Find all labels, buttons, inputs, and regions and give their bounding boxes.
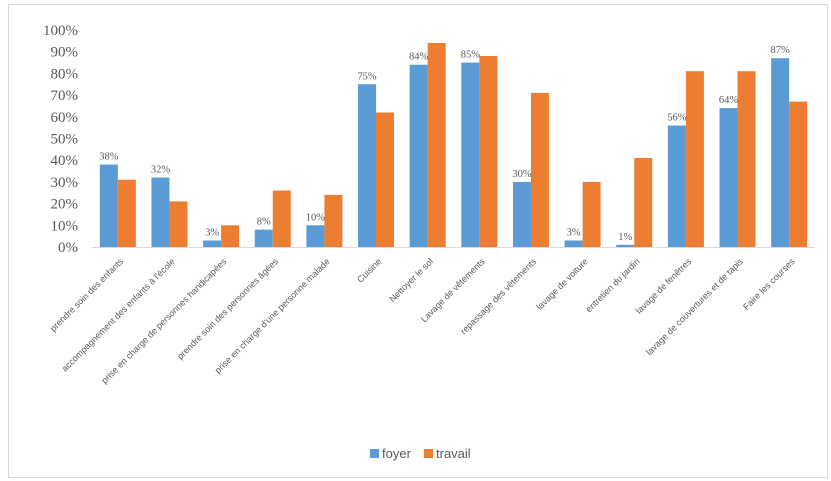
y-tick-label: 100% <box>43 23 78 39</box>
bars <box>99 43 808 248</box>
x-tick-label-12: lavage de couvertures et de tapis <box>644 256 745 357</box>
legend-label-travail: travail <box>436 446 471 461</box>
bar-travail-5 <box>376 112 395 248</box>
y-tick-label: 10% <box>51 218 79 234</box>
y-tick-label: 90% <box>51 45 79 61</box>
data-label-foyer-4: 10% <box>306 212 326 223</box>
bar-foyer-8 <box>512 181 531 247</box>
data-label-foyer-2: 3% <box>205 227 219 238</box>
data-label-foyer-12: 64% <box>719 95 739 106</box>
bar-foyer-10 <box>616 244 635 247</box>
legend-label-foyer: foyer <box>382 446 412 461</box>
bar-travail-6 <box>427 43 446 247</box>
x-tick-label-1: accompagnement des enfants à l'école <box>60 256 177 373</box>
x-tick-label-9: lavage de voiture <box>534 256 590 312</box>
bar-foyer-3 <box>254 229 273 247</box>
y-tick-label: 20% <box>51 197 79 213</box>
data-label-foyer-6: 84% <box>409 52 429 63</box>
x-tick-label-11: lavage de fenêtres <box>634 256 694 316</box>
data-label-foyer-9: 3% <box>567 227 581 238</box>
x-tick-label-3: prendre soin des personnes âgées <box>175 256 280 361</box>
y-tick-label: 70% <box>51 88 79 104</box>
bar-foyer-2 <box>203 240 222 247</box>
bar-foyer-0 <box>99 164 118 247</box>
data-label-foyer-13: 87% <box>771 45 791 56</box>
bar-foyer-1 <box>151 177 170 247</box>
bar-foyer-9 <box>564 240 583 247</box>
legend: foyer travail <box>370 446 471 461</box>
data-label-foyer-7: 85% <box>461 50 481 61</box>
data-labels: 38% 32% 3% 8% 10% 75% 84% 85% 30% 3% 1% 56% 64% 87% <box>99 45 790 243</box>
bar-foyer-12 <box>719 108 738 248</box>
data-label-foyer-11: 56% <box>667 112 687 123</box>
x-tick-label-13: Faire les courses <box>741 256 797 312</box>
y-tick-label: 80% <box>51 66 79 82</box>
y-tick-label: 60% <box>51 110 79 126</box>
bar-foyer-4 <box>306 225 325 247</box>
data-label-foyer-10: 1% <box>618 232 632 243</box>
bar-travail-1 <box>169 201 188 247</box>
x-tick-label-6: Nettoyer le sol <box>387 256 435 304</box>
legend-swatch-travail <box>424 449 433 458</box>
bar-travail-11 <box>685 71 704 247</box>
bar-travail-13 <box>789 101 808 247</box>
legend-swatch-foyer <box>370 449 379 458</box>
x-tick-label-10: entretien du jardin <box>584 256 642 314</box>
data-label-foyer-0: 38% <box>99 152 119 163</box>
y-tick-label: 30% <box>51 175 79 191</box>
bar-foyer-5 <box>358 84 377 247</box>
bar-foyer-13 <box>771 58 790 248</box>
bar-travail-8 <box>530 92 549 248</box>
bar-travail-7 <box>479 56 498 247</box>
bar-travail-0 <box>117 179 136 247</box>
bar-travail-3 <box>272 190 291 247</box>
bar-foyer-6 <box>409 64 428 247</box>
bar-travail-10 <box>634 158 653 247</box>
y-tick-label: 40% <box>51 153 79 169</box>
x-tick-label-5: Cuisine <box>355 256 383 284</box>
data-label-foyer-1: 32% <box>151 165 171 176</box>
bar-travail-12 <box>737 71 756 247</box>
data-label-foyer-5: 75% <box>357 71 377 82</box>
x-tick-label-4: prise en charge d'une personne malade <box>213 256 332 375</box>
data-label-foyer-8: 30% <box>512 169 532 180</box>
y-tick-label: 50% <box>51 132 79 148</box>
bar-foyer-7 <box>461 62 480 247</box>
bar-travail-4 <box>324 194 343 247</box>
data-label-foyer-3: 8% <box>257 217 271 228</box>
y-axis: 0% 10% 20% 30% 40% 50% 60% 70% 80% 90% 100% <box>43 23 78 256</box>
bar-travail-2 <box>221 225 240 247</box>
bar-foyer-11 <box>667 125 686 247</box>
y-tick-label: 0% <box>58 240 78 256</box>
bar-travail-9 <box>582 181 601 247</box>
